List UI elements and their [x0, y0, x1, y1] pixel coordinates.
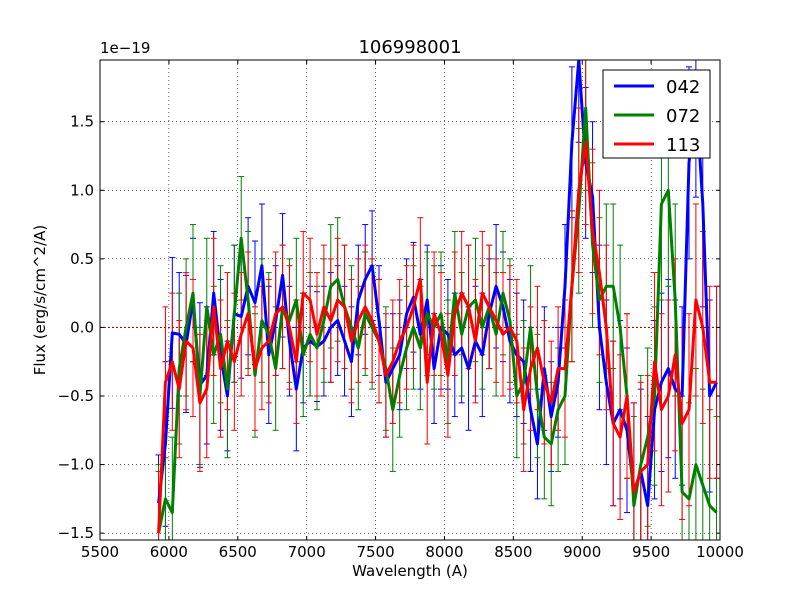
legend: 042 072 113 — [602, 69, 711, 159]
y-axis-label: Flux (erg/s/cm^2/A) — [31, 225, 49, 376]
x-tick-label: 8000 — [425, 543, 463, 561]
y-tick-label: −0.5 — [58, 387, 94, 405]
series-line-113 — [157, 140, 717, 534]
x-tick-label: 8500 — [494, 543, 532, 561]
legend-label-042: 042 — [666, 77, 700, 98]
x-tick-label: 6500 — [219, 543, 257, 561]
chart-title: 106998001 — [358, 37, 461, 58]
legend-label-113: 113 — [666, 135, 700, 156]
x-axis-label: Wavelength (A) — [352, 562, 468, 580]
y-tick-label: −1.0 — [58, 456, 94, 474]
x-tick-label: 10000 — [696, 543, 744, 561]
y-tick-label: 1.0 — [70, 181, 94, 199]
legend-label-072: 072 — [666, 106, 700, 127]
x-tick-label: 9500 — [632, 543, 670, 561]
x-tick-label: 5500 — [81, 543, 119, 561]
y-offset-label: 1e−19 — [100, 39, 150, 57]
plot-frame — [99, 59, 721, 541]
x-tick-label: 7000 — [288, 543, 326, 561]
x-tick-label: 7500 — [356, 543, 394, 561]
x-tick-label: 6000 — [150, 543, 188, 561]
ticks: 5500 6000 6500 7000 7500 8000 8500 9000 9500 1000… — [58, 60, 744, 561]
x-tick-label: 9000 — [563, 543, 601, 561]
series-layer — [155, 60, 720, 540]
y-tick-label: 1.5 — [70, 113, 94, 131]
y-tick-label: 0.0 — [70, 318, 94, 336]
y-tick-label: 0.5 — [70, 250, 94, 268]
y-tick-label: −1.5 — [58, 524, 94, 542]
